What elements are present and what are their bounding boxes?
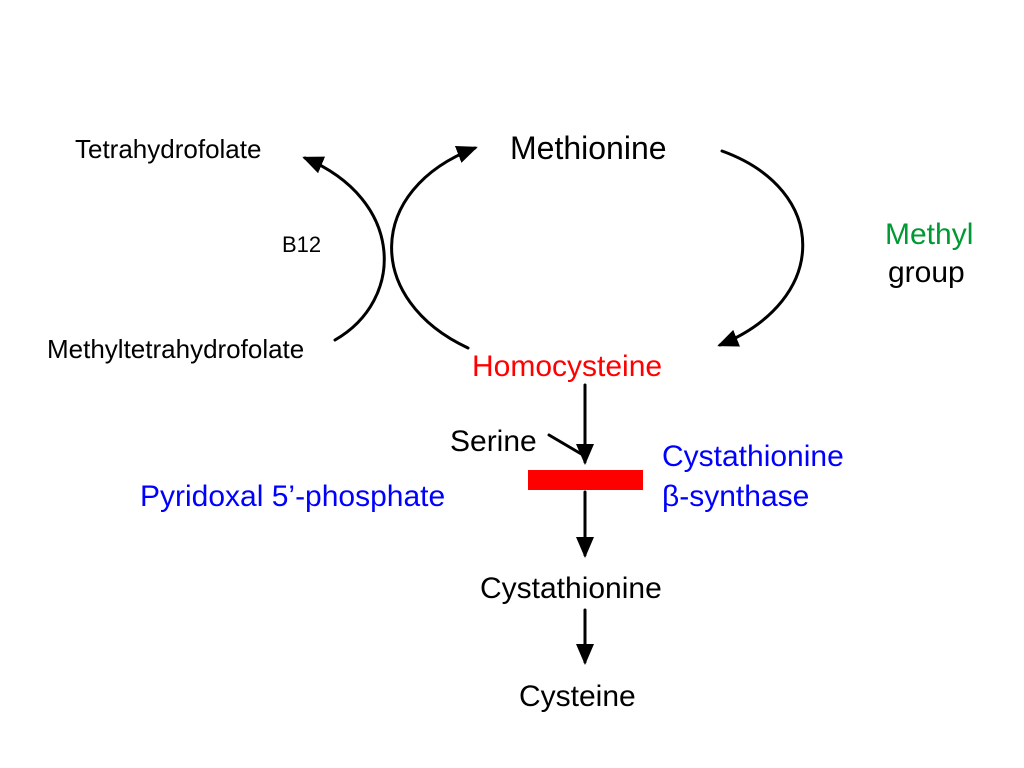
edge-met_to_hcy_right bbox=[720, 151, 803, 345]
label-methionine: Methionine bbox=[510, 130, 667, 167]
label-serine: Serine bbox=[450, 425, 537, 460]
shape-red_block bbox=[528, 470, 643, 490]
label-tetrahydrofolate: Tetrahydrofolate bbox=[75, 135, 261, 165]
edge-serine_in bbox=[549, 435, 583, 455]
label-cbs-bottom: β-synthase bbox=[662, 480, 809, 515]
label-pyridoxal: Pyridoxal 5’-phosphate bbox=[140, 480, 445, 515]
edge-hcy_to_met_left bbox=[392, 148, 475, 348]
label-methyltetrahydrofolate: Methyltetrahydrofolate bbox=[47, 335, 304, 365]
label-methyl-top: Methyl bbox=[885, 218, 973, 253]
label-methyl-bottom: group bbox=[888, 256, 965, 291]
label-cysteine: Cysteine bbox=[519, 680, 636, 715]
label-homocysteine: Homocysteine bbox=[472, 350, 662, 385]
label-cbs-top: Cystathionine bbox=[662, 440, 844, 475]
diagram-stage: Methionine Tetrahydrofolate B12 Methyl g… bbox=[0, 0, 1024, 768]
label-cystathionine: Cystathionine bbox=[480, 572, 662, 607]
label-b12: B12 bbox=[282, 232, 321, 257]
